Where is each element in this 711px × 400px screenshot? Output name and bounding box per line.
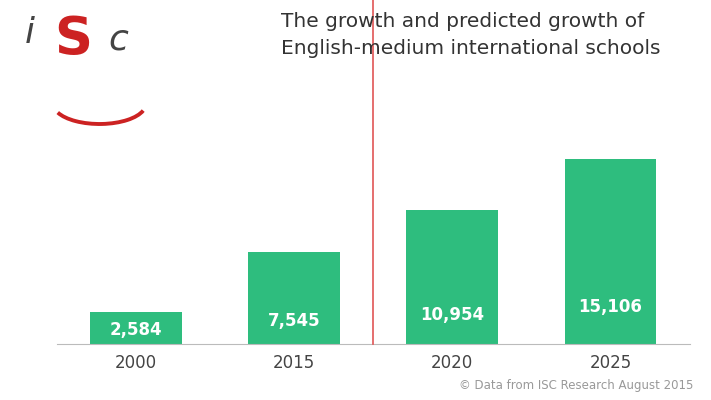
Text: 10,954: 10,954 [420, 306, 484, 324]
Text: i: i [25, 16, 35, 50]
Text: 7,545: 7,545 [268, 312, 321, 330]
Text: © Data from ISC Research August 2015: © Data from ISC Research August 2015 [459, 379, 693, 392]
Bar [407, 210, 498, 344]
Bar [90, 312, 182, 344]
Text: S: S [55, 14, 92, 66]
Bar [248, 252, 340, 344]
Text: c: c [109, 22, 129, 56]
Bar [565, 159, 656, 344]
Text: 2,584: 2,584 [109, 321, 162, 339]
Text: The growth and predicted growth of
English-medium international schools: The growth and predicted growth of Engli… [281, 12, 661, 58]
Text: 15,106: 15,106 [579, 298, 643, 316]
